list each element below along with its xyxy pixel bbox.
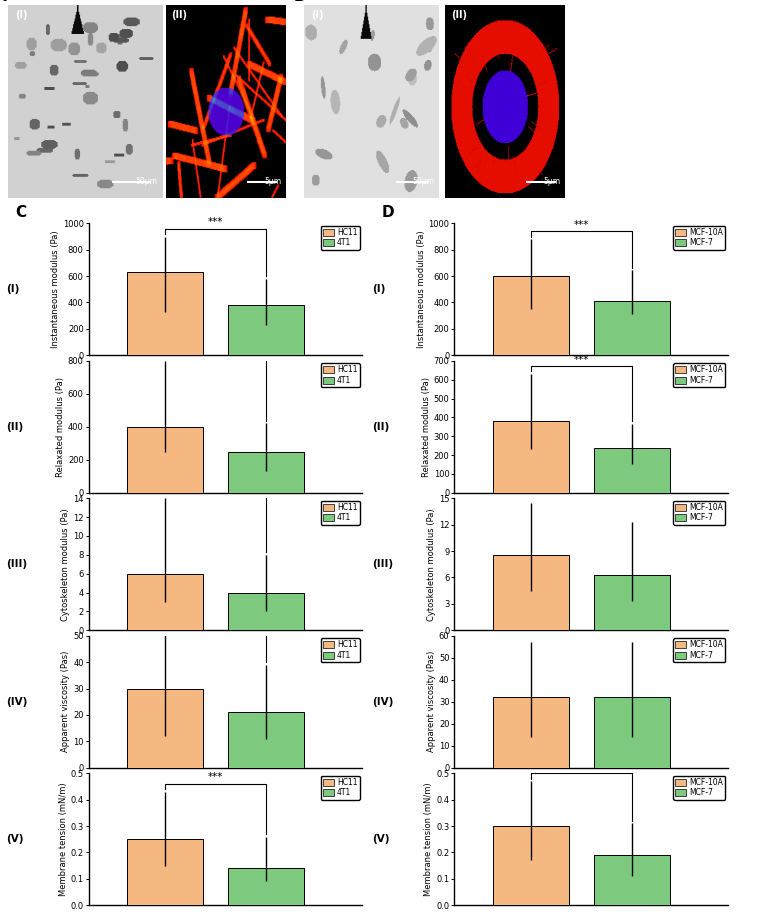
Text: ***: ***	[574, 220, 589, 230]
Y-axis label: Apparent viscosity (Pas): Apparent viscosity (Pas)	[427, 651, 436, 753]
Text: (III): (III)	[372, 560, 393, 569]
Text: ***: ***	[208, 773, 223, 782]
Legend: MCF-10A, MCF-7: MCF-10A, MCF-7	[673, 501, 725, 525]
Text: (II): (II)	[451, 10, 467, 20]
Legend: HC11, 4T1: HC11, 4T1	[321, 363, 360, 387]
Text: *: *	[213, 479, 218, 489]
Text: (II): (II)	[372, 422, 390, 432]
Bar	[127, 272, 203, 356]
Legend: MCF-10A, MCF-7: MCF-10A, MCF-7	[673, 225, 725, 250]
Y-axis label: Instantaneous modulus (Pa): Instantaneous modulus (Pa)	[51, 231, 60, 348]
Bar	[493, 698, 569, 767]
Bar	[493, 276, 569, 356]
Text: (I): (I)	[311, 10, 323, 20]
Y-axis label: Membrane tension (mN/m): Membrane tension (mN/m)	[59, 782, 68, 896]
Text: (V): (V)	[372, 834, 390, 845]
Bar	[228, 712, 304, 767]
Y-axis label: Cytoskeleton modulus (Pa): Cytoskeleton modulus (Pa)	[427, 508, 436, 620]
Legend: HC11, 4T1: HC11, 4T1	[321, 776, 360, 800]
Text: ***: ***	[574, 355, 589, 365]
Text: 50μm: 50μm	[413, 177, 435, 186]
Bar	[594, 301, 670, 356]
Bar	[493, 555, 569, 630]
Bar	[594, 698, 670, 767]
Y-axis label: Relaxated modulus (Pa): Relaxated modulus (Pa)	[56, 377, 65, 477]
Text: (V): (V)	[7, 834, 24, 845]
Text: C: C	[15, 205, 26, 220]
Bar	[594, 855, 670, 905]
Text: ***: ***	[208, 217, 223, 227]
Text: **: **	[210, 342, 221, 352]
Bar	[127, 839, 203, 905]
Bar	[127, 573, 203, 630]
Bar	[228, 451, 304, 493]
Text: ***: ***	[574, 762, 589, 772]
Bar	[127, 688, 203, 767]
Bar	[493, 421, 569, 493]
Text: (II): (II)	[172, 10, 188, 20]
Text: (IV): (IV)	[7, 697, 28, 707]
Text: A: A	[0, 0, 7, 5]
Text: (I): (I)	[7, 284, 20, 294]
Text: 5μm: 5μm	[544, 177, 561, 186]
Y-axis label: Instantaneous modulus (Pa): Instantaneous modulus (Pa)	[417, 231, 426, 348]
Text: 5μm: 5μm	[264, 177, 281, 186]
Bar	[127, 426, 203, 493]
Bar	[594, 448, 670, 493]
Legend: HC11, 4T1: HC11, 4T1	[321, 638, 360, 663]
Legend: HC11, 4T1: HC11, 4T1	[321, 225, 360, 250]
Legend: MCF-10A, MCF-7: MCF-10A, MCF-7	[673, 776, 725, 800]
Bar	[594, 574, 670, 630]
Text: (I): (I)	[372, 284, 386, 294]
Y-axis label: Apparent viscosity (Pas): Apparent viscosity (Pas)	[62, 651, 70, 753]
Text: D: D	[381, 205, 393, 220]
Y-axis label: Membrane tension (mN/m): Membrane tension (mN/m)	[424, 782, 434, 896]
Y-axis label: Relaxated modulus (Pa): Relaxated modulus (Pa)	[422, 377, 430, 477]
Text: (III): (III)	[7, 560, 28, 569]
Bar	[228, 593, 304, 630]
Legend: HC11, 4T1: HC11, 4T1	[321, 501, 360, 525]
Text: (II): (II)	[7, 422, 24, 432]
Bar	[493, 826, 569, 905]
Bar	[228, 868, 304, 905]
Text: (IV): (IV)	[372, 697, 393, 707]
Bar	[228, 305, 304, 356]
Text: B: B	[293, 0, 305, 5]
Legend: MCF-10A, MCF-7: MCF-10A, MCF-7	[673, 638, 725, 663]
Text: ***: ***	[208, 611, 223, 621]
Legend: MCF-10A, MCF-7: MCF-10A, MCF-7	[673, 363, 725, 387]
Text: 50μm: 50μm	[135, 177, 157, 186]
Y-axis label: Cytoskeleton modulus (Pa): Cytoskeleton modulus (Pa)	[62, 508, 70, 620]
Text: (I): (I)	[15, 10, 28, 20]
